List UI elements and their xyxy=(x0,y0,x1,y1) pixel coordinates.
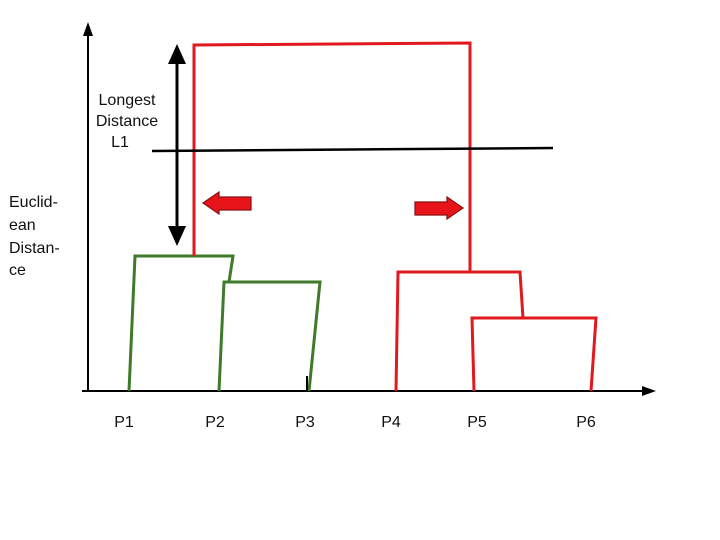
y-axis-label-line-3: Distan- xyxy=(9,240,60,257)
annotation-longest-distance: Longest Distance L1 xyxy=(96,92,158,151)
cluster-green xyxy=(127,254,322,392)
left-red-arrow-icon xyxy=(201,190,252,216)
x-axis-arrowhead xyxy=(642,386,656,396)
red-merge-p4-p56 xyxy=(394,270,525,392)
y-axis-label-line-1: Euclid- xyxy=(9,194,58,211)
cut-line-l1 xyxy=(151,146,554,153)
point-label-p5: P5 xyxy=(467,414,487,431)
red-block-arrows xyxy=(201,190,465,221)
y-axis-label-line-4: ce xyxy=(9,262,26,279)
point-label-p3: P3 xyxy=(295,414,315,431)
red-top-merge xyxy=(192,41,472,272)
point-label-p6: P6 xyxy=(576,414,596,431)
green-merge-p2-p3 xyxy=(217,280,322,392)
arrow-head-top xyxy=(168,44,186,64)
y-axis-label-line-2: ean xyxy=(9,217,36,234)
right-red-arrow-icon xyxy=(414,195,465,221)
cluster-red xyxy=(192,41,598,392)
point-label-p1: P1 xyxy=(114,414,134,431)
green-merge-p1-p23 xyxy=(127,254,235,392)
y-axis-label: Euclid- ean Distan- ce xyxy=(9,194,60,279)
axes xyxy=(82,22,656,396)
red-merge-p5-p6 xyxy=(470,316,598,392)
arrow-head-bottom xyxy=(168,226,186,246)
point-labels: P1 P2 P3 P4 P5 P6 xyxy=(114,414,596,431)
annotation-line-1: Longest xyxy=(99,92,156,109)
point-label-p4: P4 xyxy=(381,414,401,431)
point-label-p2: P2 xyxy=(205,414,225,431)
annotation-line-2: Distance xyxy=(96,113,158,130)
longest-distance-arrow xyxy=(168,44,186,246)
y-axis-arrowhead xyxy=(83,22,93,36)
annotation-line-3: L1 xyxy=(111,134,129,151)
